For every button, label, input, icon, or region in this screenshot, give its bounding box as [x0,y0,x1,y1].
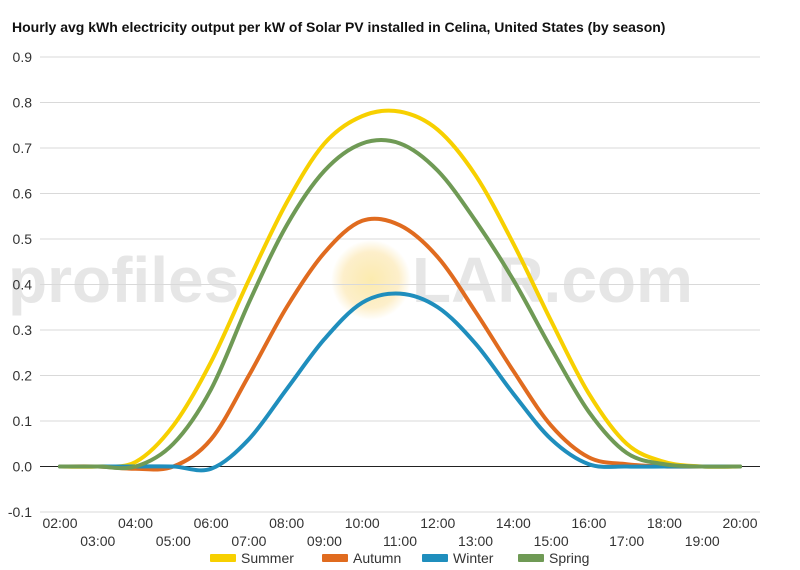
x-tick-label: 18:00 [647,515,682,531]
legend-label-spring: Spring [549,550,589,566]
y-tick-label: 0.7 [13,140,33,156]
y-tick-label: 0.3 [13,322,33,338]
series-line-spring [58,138,742,471]
x-tick-label: 02:00 [42,515,77,531]
legend-swatch-spring [518,554,544,562]
x-tick-label: 09:00 [307,533,342,549]
y-tick-label: 0.4 [13,277,33,293]
sun-logo-icon [331,240,411,320]
series [58,108,742,473]
legend-label-winter: Winter [453,550,494,566]
series-line-summer [58,108,742,469]
x-tick-label: 16:00 [571,515,606,531]
watermark-text-left: profiles [8,244,239,316]
y-tick-label: -0.1 [8,504,32,520]
x-tick-label: 15:00 [534,533,569,549]
y-tick-label: 0.1 [13,413,33,429]
legend-swatch-autumn [322,554,348,562]
x-tick-label: 10:00 [345,515,380,531]
x-tick-label: 06:00 [194,515,229,531]
x-tick-label: 05:00 [156,533,191,549]
y-tick-label: 0.6 [13,186,33,202]
legend-swatch-summer [210,554,236,562]
x-tick-label: 04:00 [118,515,153,531]
x-tick-label: 20:00 [722,515,757,531]
series-line-winter [58,291,742,473]
watermark: profiles LAR.com [8,240,693,320]
y-tick-label: 0.2 [13,368,33,384]
y-tick-label: 0.0 [13,459,33,475]
x-tick-label: 17:00 [609,533,644,549]
legend-swatch-winter [422,554,448,562]
watermark-text-right: LAR.com [412,244,693,316]
x-tick-label: 03:00 [80,533,115,549]
x-axis: 02:0003:0004:0005:0006:0007:0008:0009:00… [42,515,757,549]
x-tick-label: 12:00 [420,515,455,531]
y-tick-label: 0.9 [13,49,33,65]
y-tick-label: 0.5 [13,231,33,247]
y-axis: -0.1 0.0 0.1 0.2 0.3 0.4 0.5 0.6 0.7 0.8 0.9 [8,49,32,520]
x-tick-label: 19:00 [685,533,720,549]
grid [40,56,760,513]
y-tick-label: 0.8 [13,95,33,111]
x-tick-label: 08:00 [269,515,304,531]
x-tick-label: 11:00 [383,533,417,549]
x-tick-label: 14:00 [496,515,531,531]
chart-title: Hourly avg kWh electricity output per kW… [12,19,666,35]
legend: Summer Autumn Winter Spring [210,550,589,566]
x-tick-label: 13:00 [458,533,493,549]
x-tick-label: 07:00 [231,533,266,549]
legend-label-summer: Summer [241,550,294,566]
legend-label-autumn: Autumn [353,550,401,566]
